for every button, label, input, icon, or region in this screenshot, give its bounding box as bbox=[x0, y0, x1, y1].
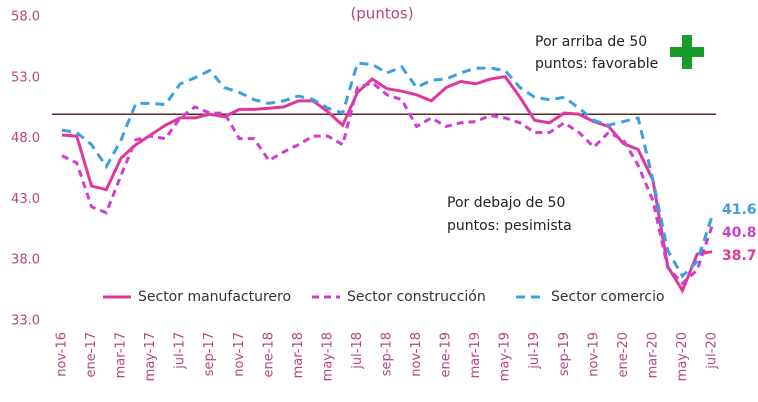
x-tick-label: sep-17 bbox=[202, 332, 217, 376]
x-tick-label: mar-19 bbox=[468, 332, 483, 378]
x-tick-label: may-18 bbox=[320, 332, 335, 381]
series-line bbox=[61, 80, 714, 286]
x-tick-label: ene-17 bbox=[84, 332, 99, 377]
annotation: puntos: favorable bbox=[535, 56, 658, 72]
y-tick-label: 48.0 bbox=[11, 131, 40, 146]
x-tick-label: ene-19 bbox=[439, 332, 454, 377]
annotation: Por debajo de 50 bbox=[447, 195, 565, 211]
x-tick-label: sep-18 bbox=[380, 332, 395, 376]
legend-label: Sector manufacturero bbox=[138, 289, 291, 305]
plus-icon bbox=[670, 35, 704, 69]
annotation: puntos: pesimista bbox=[447, 218, 572, 234]
y-tick-label: 58.0 bbox=[11, 10, 40, 25]
legend-label: Sector comercio bbox=[551, 289, 665, 305]
x-tick-label: sep-19 bbox=[557, 332, 572, 376]
annotation: Por arriba de 50 bbox=[535, 34, 647, 50]
legend-label: Sector construcción bbox=[347, 289, 486, 305]
x-tick-label: nov-17 bbox=[232, 332, 247, 377]
value-label: 38.7 bbox=[722, 248, 757, 264]
chart-title: (puntos) bbox=[350, 5, 413, 23]
y-tick-label: 43.0 bbox=[11, 192, 40, 207]
x-tick-label: jul-17 bbox=[173, 332, 188, 370]
value-label: 40.8 bbox=[722, 225, 757, 241]
x-tick-label: may-19 bbox=[498, 332, 513, 381]
x-tick-label: nov-19 bbox=[586, 332, 601, 377]
x-tick-label: mar-20 bbox=[645, 332, 660, 378]
x-tick-label: mar-17 bbox=[114, 332, 129, 378]
x-tick-label: jul-18 bbox=[350, 332, 365, 370]
value-label: 41.6 bbox=[722, 202, 757, 218]
y-tick-label: 38.0 bbox=[11, 253, 40, 268]
x-tick-label: jul-20 bbox=[705, 332, 720, 370]
x-tick-label: ene-18 bbox=[261, 332, 276, 377]
x-tick-label: jul-19 bbox=[527, 332, 542, 370]
x-tick-label: nov-18 bbox=[409, 332, 424, 377]
series-line bbox=[61, 61, 714, 279]
series-line bbox=[61, 74, 713, 294]
x-tick-label: ene-20 bbox=[616, 332, 631, 377]
y-tick-label: 53.0 bbox=[11, 70, 40, 85]
y-tick-label: 33.0 bbox=[11, 314, 40, 329]
x-tick-label: may-17 bbox=[143, 332, 158, 381]
x-tick-label: mar-18 bbox=[291, 332, 306, 378]
x-tick-label: nov-16 bbox=[55, 332, 70, 377]
x-tick-label: may-20 bbox=[675, 332, 690, 381]
